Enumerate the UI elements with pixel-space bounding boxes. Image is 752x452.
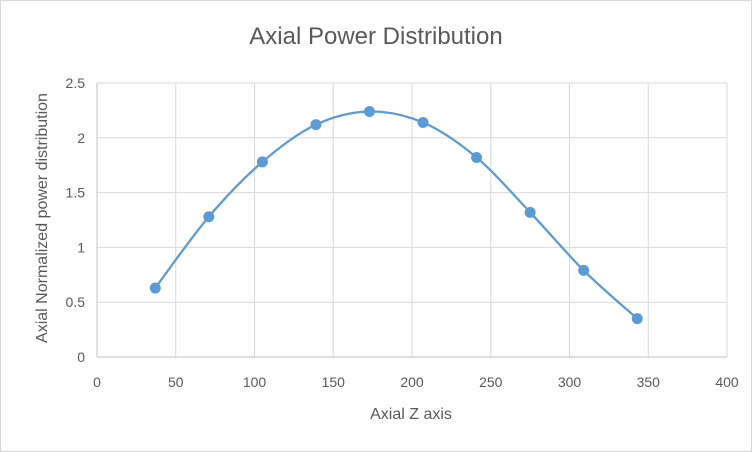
data-points [149, 105, 643, 325]
data-point [631, 313, 643, 325]
data-point [149, 282, 161, 294]
data-point [363, 105, 375, 117]
axes [96, 83, 727, 358]
y-axis-title: Axial Normalized power distribution [34, 93, 51, 343]
y-tick-label: 1 [77, 239, 85, 255]
series-line [154, 110, 638, 320]
x-tick-label: 100 [243, 374, 267, 390]
y-tick-label: 0 [77, 349, 85, 365]
y-tick-label: 0.5 [66, 294, 86, 310]
data-point [471, 152, 483, 164]
x-tick-label: 50 [168, 374, 184, 390]
x-axis-title: Axial Z axis [370, 406, 452, 423]
y-tick-label: 1.5 [66, 185, 86, 201]
tick-labels: 0 50 100 150 200 250 300 350 400 0 0.5 1 1.5 2 2.5 [66, 75, 739, 390]
x-tick-label: 200 [400, 374, 424, 390]
x-tick-label: 150 [322, 374, 346, 390]
y-tick-label: 2 [77, 130, 85, 146]
grid-lines [97, 82, 728, 357]
x-tick-label: 350 [637, 374, 661, 390]
y-tick-label: 2.5 [66, 75, 86, 91]
data-point [203, 211, 215, 223]
x-tick-label: 250 [479, 374, 503, 390]
chart-title: Axial Power Distribution [249, 23, 502, 50]
x-tick-label: 0 [93, 374, 101, 390]
data-point [417, 116, 429, 128]
data-point [578, 264, 590, 276]
x-tick-label: 400 [715, 374, 739, 390]
x-tick-label: 300 [558, 374, 582, 390]
data-point [310, 119, 322, 131]
data-point [524, 206, 536, 218]
data-point [256, 156, 268, 168]
